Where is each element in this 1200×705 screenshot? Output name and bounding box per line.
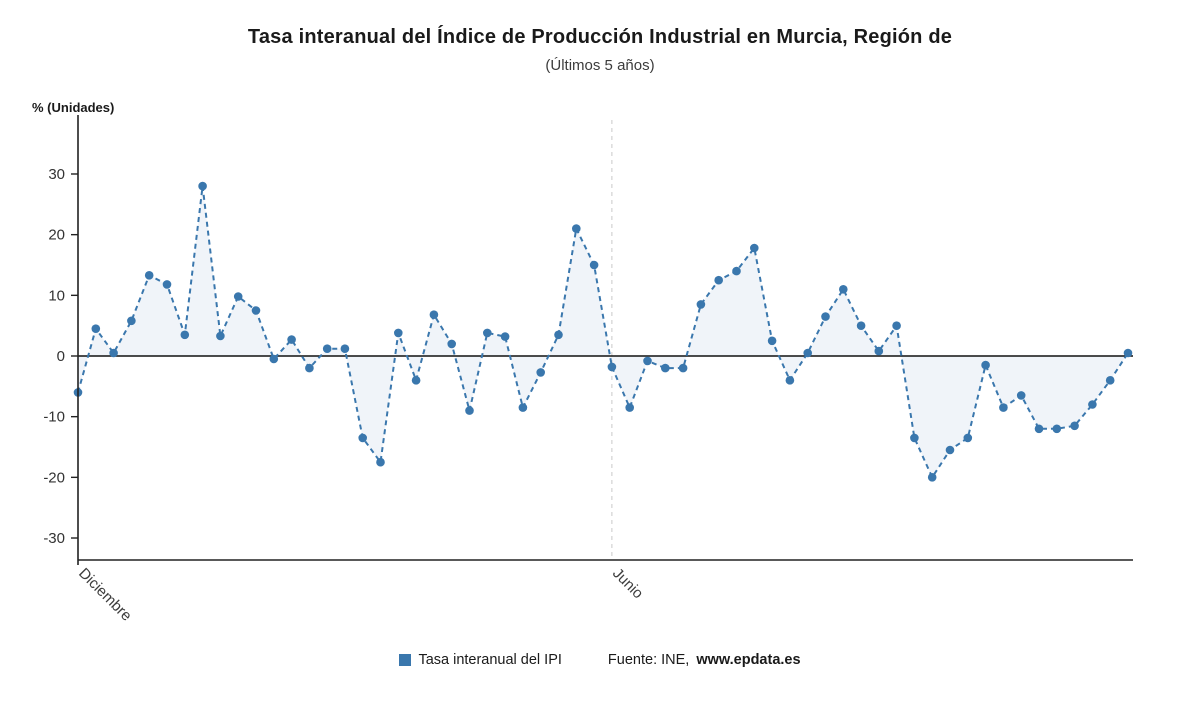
data-point [233,292,243,301]
y-tick-label: -20 [43,469,65,486]
data-point [732,266,741,276]
data-point [127,316,136,326]
legend-label: Tasa interanual del IPI [418,652,562,668]
data-point [411,376,421,385]
data-point [821,312,830,321]
legend-item-ipi: Tasa interanual del IPI [399,652,562,668]
data-point [322,344,332,354]
data-point [91,324,101,334]
x-tick-label: Junio [609,565,646,602]
data-point [1016,391,1026,400]
series-area-fill [78,186,1128,478]
y-axis-unit-label: % (Unidades) [32,100,115,115]
data-point [785,376,795,385]
data-point [1070,421,1079,431]
data-point [500,332,510,341]
x-tick-label: Diciembre [75,565,135,625]
chart-header: Tasa interanual del Índice de Producción… [0,26,1200,74]
data-point [305,363,314,373]
data-point [927,473,937,482]
data-point [394,328,403,338]
data-point [483,328,492,338]
data-point [661,363,670,373]
data-point [358,433,368,443]
legend-swatch [399,654,412,666]
y-tick-label: 0 [57,348,65,365]
data-point [340,344,350,354]
data-point [999,403,1008,412]
data-point [643,356,652,366]
y-tick-label: 20 [48,227,65,244]
data-point [981,360,990,370]
data-point [465,406,474,415]
data-point [856,321,866,331]
data-point [198,181,207,191]
data-point [180,330,190,340]
data-point [144,271,154,280]
y-tick-label: -30 [43,530,65,547]
data-point [607,362,617,372]
data-point [945,445,955,455]
data-point [696,300,706,309]
data-point [767,336,777,346]
data-point [678,363,688,373]
data-point [750,243,759,253]
data-point [1052,424,1062,434]
source-link: www.epdata.es [696,652,801,668]
data-point [1034,424,1044,434]
data-point [963,433,973,443]
source-note: Fuente: INE, www.epdata.es [608,652,801,668]
data-point [803,348,812,358]
chart-title: Tasa interanual del Índice de Producción… [247,26,953,48]
data-point [216,331,225,341]
data-point [162,280,172,289]
data-point [1088,400,1097,409]
data-point [109,348,118,358]
data-point [910,433,919,443]
data-point [714,275,723,285]
data-point [269,354,279,364]
y-tick-label: 30 [48,166,65,183]
data-point [518,403,528,412]
data-point [554,330,563,340]
data-point [892,321,901,331]
legend-and-source: Tasa interanual del IPI Fuente: INE, www… [0,652,1200,668]
chart-subtitle: (Últimos 5 años) [545,57,655,74]
y-tick-label: 10 [48,287,65,304]
data-point [536,368,545,377]
data-point [251,306,261,315]
data-point [287,335,296,344]
data-point [625,403,634,412]
data-point [874,346,884,356]
y-tick-label: -10 [43,409,65,426]
data-point [1123,348,1133,358]
data-point [447,339,457,349]
chart-canvas: 30 20 10 0 -10 -20 -30 Diciembre Junio [43,115,1133,625]
series-line [77,185,1129,479]
data-point [1105,376,1115,385]
data-point [589,260,599,270]
data-point [376,457,385,467]
data-point [572,224,581,233]
data-point [429,310,439,320]
data-point [839,285,848,294]
source-prefix: Fuente: INE, [607,652,690,668]
